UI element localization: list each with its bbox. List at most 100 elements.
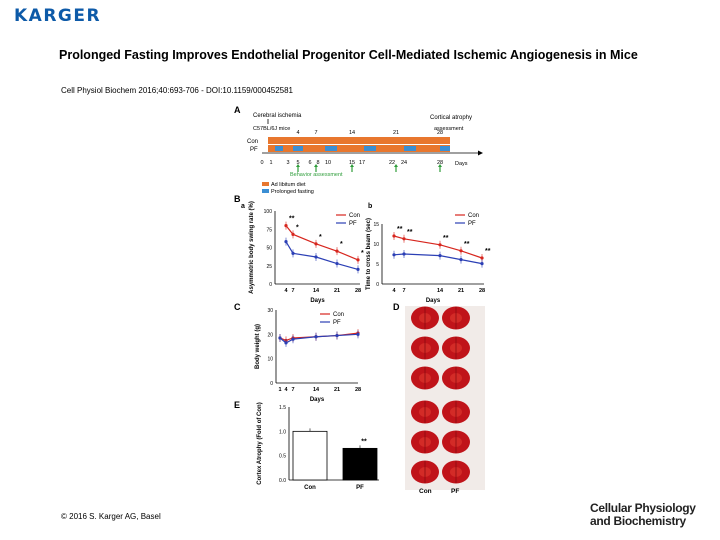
data-point-pf <box>284 341 288 345</box>
panel-bb-label: b <box>368 203 372 210</box>
y-tick-label: 0 <box>270 381 273 387</box>
panel-a: A Cerebral ischemia C57BL/6J mice Cortic… <box>234 105 483 195</box>
top-day-label: 4 <box>296 130 299 136</box>
x-tick-label: 21 <box>334 288 340 294</box>
y-axis-label: Body weight (g) <box>255 324 261 369</box>
x-axis-label: Days <box>310 298 325 304</box>
y-tick-label: 0.5 <box>279 454 286 460</box>
fasting-blocks <box>275 146 450 151</box>
behavior-arrowhead <box>314 164 318 167</box>
bottom-tick-label: 8 <box>316 160 319 166</box>
behavior-arrowhead <box>394 164 398 167</box>
y-tick-label: 10 <box>267 357 273 363</box>
y-axis-label: Time to cross beam (sec) <box>366 218 372 290</box>
data-point-con <box>314 242 318 246</box>
y-tick-label: 0.0 <box>279 478 286 484</box>
data-point-pf <box>438 254 442 258</box>
y-tick-label: 5 <box>376 262 379 268</box>
fasting-block <box>275 146 283 151</box>
legend-con-label: Con <box>333 312 344 318</box>
panel-ba-label: a <box>241 203 245 210</box>
con-diet-bar <box>268 137 450 144</box>
data-point-con <box>291 232 295 236</box>
y-tick-label: 30 <box>267 308 273 314</box>
significance-mark: ** <box>485 248 491 255</box>
fasting-block <box>440 146 450 151</box>
karger-logo: KARGER <box>14 6 102 26</box>
behavior-arrowhead <box>350 164 354 167</box>
panel-d-label: D <box>393 302 400 312</box>
bottom-tick-label: 10 <box>325 160 331 166</box>
legend-con-label: Con <box>349 213 360 219</box>
chart-cortex-atrophy: 0.0 0.5 1.0 1.5 Cortex Atrophy (Fold of Con)… <box>257 402 379 491</box>
slide-title: Prolonged Fasting Improves Endothelial P… <box>59 48 638 62</box>
behavior-arrows <box>296 164 442 172</box>
x-tick-label: 4 <box>284 288 288 294</box>
top-day-label: 14 <box>349 130 355 136</box>
data-point-pf <box>480 262 484 266</box>
chart-body-swing: 0 25 50 75 100 4 7 14 21 28 Days Asymmetric body sw… <box>249 201 364 304</box>
x-tick-label: 28 <box>355 288 361 294</box>
x-tick-label: 1 <box>278 387 281 393</box>
panel-a-label: A <box>234 105 241 115</box>
behavior-label: Behavior assessment <box>290 172 343 178</box>
ischemia-label: Cerebral ischemia <box>253 113 302 119</box>
data-point-con <box>392 234 396 238</box>
significance-mark: * <box>361 250 364 257</box>
copyright: © 2016 S. Karger AG, Basel <box>61 512 161 521</box>
panel-b-label: B <box>234 194 241 204</box>
legend-pf-label: PF <box>468 221 476 227</box>
y-tick-label: 10 <box>373 242 379 248</box>
y-tick-label: 15 <box>373 222 379 228</box>
significance-mark: * <box>296 224 299 231</box>
x-tick-label: 7 <box>402 288 405 294</box>
significance-mark: * <box>319 234 322 241</box>
fasting-block <box>364 146 376 151</box>
significance-mark: ** <box>289 216 295 223</box>
data-point-pf <box>284 240 288 244</box>
significance-mark: ** <box>361 438 367 445</box>
timeline-arrowhead <box>478 150 483 156</box>
y-axis-label: Asymmetric body swing rate (%) <box>249 201 255 294</box>
y-tick-label: 0 <box>376 282 379 288</box>
legend-fasting-swatch <box>262 189 269 193</box>
data-point-pf <box>356 332 360 336</box>
x-tick-label: 21 <box>334 387 340 393</box>
top-day-label: 28 <box>437 130 443 136</box>
legend-fasting-label: Prolonged fasting <box>271 189 314 195</box>
significance-mark: ** <box>407 229 413 236</box>
data-point-pf <box>314 255 318 259</box>
data-point-con <box>480 256 484 260</box>
data-point-con <box>356 258 360 262</box>
significance-mark: ** <box>443 235 449 242</box>
data-point-con <box>335 249 339 253</box>
top-day-labels: 4 7 14 21 28 <box>296 130 443 136</box>
x-tick-label: Con <box>304 485 316 491</box>
data-point-pf <box>356 267 360 271</box>
bottom-tick-label: 17 <box>359 160 365 166</box>
assessment-label: assessment <box>434 126 464 132</box>
data-point-pf <box>402 252 406 256</box>
timeline-days-label: Days <box>455 161 468 167</box>
journal-line-1: Cellular Physiology <box>590 501 696 515</box>
significance-mark: * <box>340 241 343 248</box>
data-point-pf <box>291 337 295 341</box>
y-tick-label: 1.0 <box>279 429 286 435</box>
y-axis-label: Cortex Atrophy (Fold of Con) <box>257 402 263 484</box>
x-tick-label: 4 <box>392 288 396 294</box>
x-tick-label: 14 <box>437 288 444 294</box>
x-tick-label: PF <box>356 485 364 491</box>
timeline-pf-label: PF <box>250 147 258 153</box>
bottom-tick-label: 24 <box>401 160 407 166</box>
citation: Cell Physiol Biochem 2016;40:693-706 - D… <box>61 86 294 95</box>
top-day-label: 21 <box>393 130 399 136</box>
data-point-con <box>402 237 406 241</box>
y-tick-label: 25 <box>266 264 272 270</box>
brain-slice-background <box>405 306 485 490</box>
x-tick-label: 4 <box>284 387 288 393</box>
bottom-tick-labels: 0 1 3 5 6 8 10 15 17 22 24 28 <box>260 160 443 166</box>
legend-con-label: Con <box>468 213 479 219</box>
atrophy-label: Cortical atrophy <box>430 115 472 121</box>
y-tick-label: 50 <box>266 246 272 252</box>
panel-d-pf-label: PF <box>451 488 459 495</box>
